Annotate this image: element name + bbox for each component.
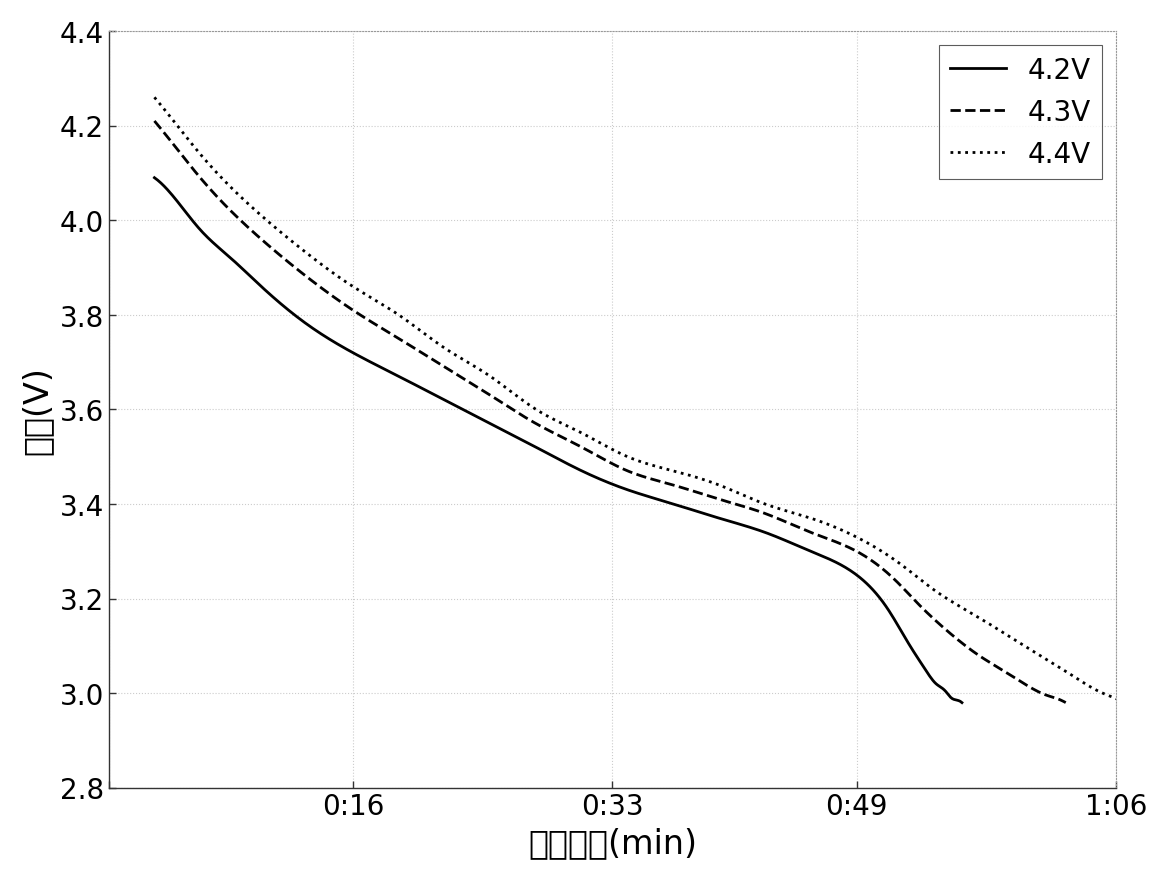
- Line: 4.3V: 4.3V: [154, 121, 1065, 703]
- 4.3V: [690, 488, 704, 498]
- 4.3V: [640, 473, 654, 483]
- 4.2V: [147, 173, 161, 184]
- 4.3V: [895, 582, 909, 592]
- 4.4V: [605, 444, 619, 455]
- 4.2V: [628, 488, 642, 498]
- Y-axis label: 电压(V): 电压(V): [21, 365, 54, 454]
- X-axis label: 放电时间(min): 放电时间(min): [528, 826, 697, 859]
- 4.3V: [1058, 698, 1072, 708]
- 4.3V: [580, 445, 595, 456]
- 4.3V: [1037, 689, 1051, 700]
- 4.4V: [1089, 685, 1103, 695]
- 4.2V: [536, 446, 550, 457]
- Line: 4.4V: 4.4V: [154, 98, 1119, 700]
- 4.2V: [936, 683, 950, 693]
- 4.4V: [1112, 695, 1126, 706]
- 4.2V: [954, 698, 968, 708]
- 4.4V: [669, 466, 683, 477]
- 4.4V: [611, 448, 625, 458]
- Legend: 4.2V, 4.3V, 4.4V: 4.2V, 4.3V, 4.4V: [939, 46, 1103, 180]
- 4.4V: [722, 484, 736, 495]
- Line: 4.2V: 4.2V: [154, 179, 961, 703]
- 4.3V: [147, 116, 161, 127]
- 4.3V: [585, 448, 599, 458]
- 4.4V: [147, 92, 161, 103]
- 4.2V: [531, 444, 545, 454]
- 4.4V: [938, 592, 952, 603]
- 4.2V: [584, 471, 598, 481]
- 4.2V: [809, 548, 823, 559]
